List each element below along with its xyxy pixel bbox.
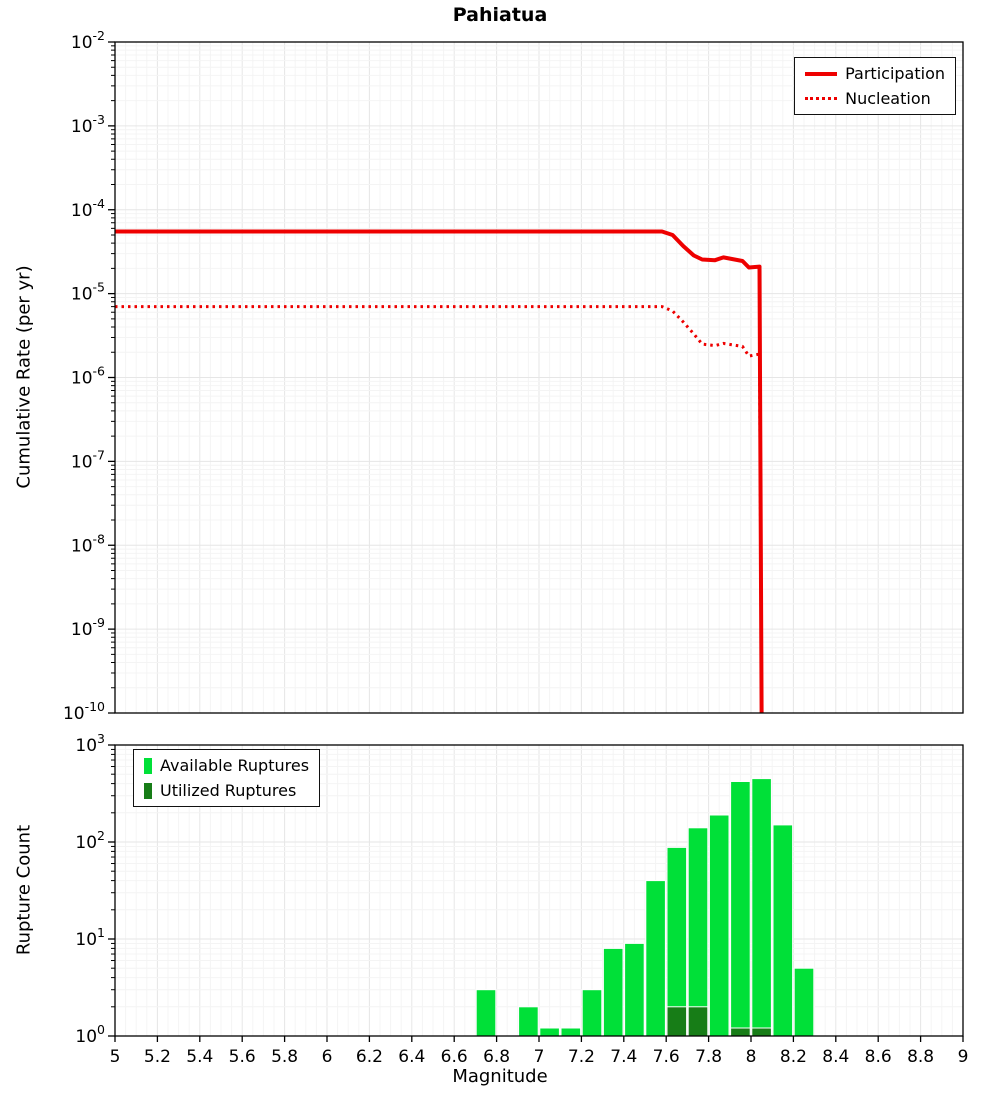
bar	[730, 781, 751, 1037]
x-tick-label: 7.2	[568, 1047, 595, 1067]
x-tick-label: 7.6	[653, 1047, 680, 1067]
bottom-y-axis: 103 102 101 100	[75, 731, 115, 1047]
bar	[602, 947, 624, 1037]
utilized-bar-icon	[144, 782, 152, 799]
rate-legend: Participation Nucleation	[794, 57, 956, 115]
nucleation-line-icon	[805, 97, 838, 100]
y-tick-label: 10-4	[71, 196, 105, 221]
bar	[751, 778, 772, 1037]
y-tick-label: 10-2	[71, 28, 105, 53]
x-tick-label: 6	[322, 1047, 333, 1067]
bar	[793, 967, 815, 1037]
utilized-legend-label: Utilized Ruptures	[160, 781, 297, 800]
legend-row-nucleation: Nucleation	[805, 89, 945, 108]
participation-line-icon	[805, 71, 838, 76]
bar	[666, 1006, 688, 1037]
participation-line	[115, 229, 764, 713]
rate-y-axis-label: Cumulative Rate (per yr)	[13, 265, 35, 489]
bar	[751, 1027, 772, 1037]
count-legend: Available Ruptures Utilized Ruptures	[133, 749, 321, 807]
y-tick-label: 10-6	[71, 364, 105, 389]
nucleation-line	[115, 305, 764, 713]
x-tick-label: 5.6	[229, 1047, 256, 1067]
x-tick-label: 6.8	[483, 1047, 510, 1067]
x-tick-label: 8.4	[822, 1047, 849, 1067]
x-tick-label: 9	[958, 1047, 969, 1067]
rate-panel: 10-2 10-3 10-4 10-5 10-6 10-7 10-8 10-9 10-10	[63, 28, 964, 724]
bar	[708, 814, 730, 1037]
legend-row-utilized: Utilized Ruptures	[144, 781, 309, 800]
bar	[645, 880, 666, 1037]
bar	[581, 989, 603, 1037]
y-tick-label: 103	[75, 731, 105, 756]
x-tick-label: 7	[534, 1047, 545, 1067]
x-tick-label: 5.8	[271, 1047, 298, 1067]
y-tick-label: 10-5	[71, 280, 105, 305]
x-tick-label: 8.8	[907, 1047, 934, 1067]
chart-title: Pahiatua	[452, 4, 548, 26]
y-tick-label: 10-9	[71, 615, 105, 640]
x-axis-label: Magnitude	[452, 1066, 548, 1087]
bar	[730, 1027, 751, 1037]
x-tick-label: 7.8	[695, 1047, 722, 1067]
x-axis: 5 5.2 5.4 5.6 5.8 6 6.2 6.4 6.6 6.8 7 7.2 7.4 7.6 7.8 8…	[110, 1036, 969, 1067]
y-tick-label: 101	[75, 925, 105, 950]
x-tick-label: 8	[746, 1047, 757, 1067]
bar	[687, 1006, 709, 1037]
y-tick-label: 10-7	[71, 447, 105, 472]
x-tick-label: 6.2	[356, 1047, 383, 1067]
participation-legend-label: Participation	[845, 64, 945, 83]
legend-row-participation: Participation	[805, 64, 945, 83]
bar	[687, 827, 709, 1037]
x-tick-label: 8.6	[865, 1047, 892, 1067]
bar	[539, 1027, 560, 1037]
x-tick-label: 5.4	[186, 1047, 213, 1067]
y-tick-label: 10-8	[71, 531, 105, 556]
top-y-axis: 10-2 10-3 10-4 10-5 10-6 10-7 10-8 10-9 10-10	[63, 28, 115, 724]
available-bar-icon	[144, 757, 152, 774]
available-legend-label: Available Ruptures	[160, 756, 310, 775]
x-tick-label: 7.4	[610, 1047, 637, 1067]
bar	[475, 989, 497, 1037]
y-tick-label: 100	[75, 1022, 105, 1047]
count-y-axis-label: Rupture Count	[13, 824, 35, 956]
y-tick-label: 10-10	[63, 699, 105, 724]
bar	[518, 1006, 539, 1037]
y-tick-label: 10-3	[71, 112, 105, 137]
legend-row-available: Available Ruptures	[144, 756, 309, 775]
bar	[624, 942, 645, 1037]
utilized-ruptures-bars	[666, 1006, 772, 1037]
x-tick-label: 5.2	[144, 1047, 171, 1067]
x-tick-label: 5	[110, 1047, 121, 1067]
bar	[772, 824, 794, 1037]
nucleation-legend-label: Nucleation	[845, 89, 931, 108]
x-tick-label: 6.4	[398, 1047, 425, 1067]
x-tick-label: 8.2	[780, 1047, 807, 1067]
bar	[560, 1027, 582, 1037]
x-tick-label: 6.6	[441, 1047, 468, 1067]
available-ruptures-bars	[475, 778, 815, 1037]
y-tick-label: 102	[75, 828, 105, 853]
rate-series	[115, 229, 764, 713]
